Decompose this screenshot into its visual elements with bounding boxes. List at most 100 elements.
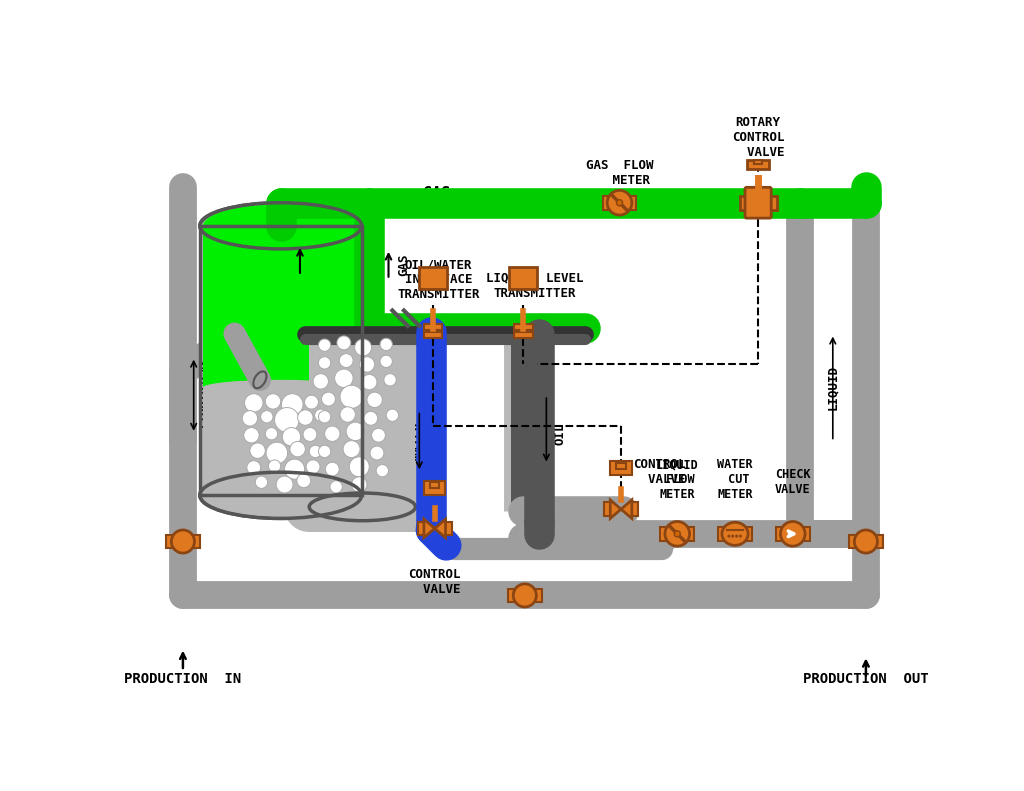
Bar [203, 225, 358, 388]
Text: LIQUID: LIQUID [826, 365, 840, 410]
Circle shape [318, 445, 331, 457]
Bar [514, 324, 532, 330]
Text: GAS: GAS [309, 249, 323, 272]
Circle shape [297, 474, 310, 487]
Bar [444, 521, 452, 536]
Circle shape [326, 462, 339, 476]
Text: LIQUID
 FLOW
METER: LIQUID FLOW METER [656, 459, 698, 501]
Circle shape [616, 199, 623, 206]
Bar [803, 527, 810, 541]
Circle shape [739, 535, 742, 538]
Bar [610, 461, 632, 475]
Bar [739, 196, 746, 210]
Circle shape [335, 369, 353, 388]
Circle shape [376, 464, 388, 477]
Text: LIQUID/GAS: LIQUID/GAS [198, 356, 210, 427]
Circle shape [250, 443, 265, 458]
Circle shape [245, 394, 263, 412]
Bar [755, 160, 762, 165]
Bar [193, 536, 200, 547]
Bar [424, 481, 445, 494]
Circle shape [359, 357, 375, 372]
Circle shape [674, 531, 680, 537]
Circle shape [318, 339, 331, 351]
Circle shape [339, 354, 353, 368]
Bar [419, 267, 447, 289]
Circle shape [274, 407, 299, 432]
Bar [687, 527, 694, 541]
Bar [630, 196, 637, 210]
Bar [776, 527, 782, 541]
Circle shape [361, 374, 377, 390]
Bar [166, 536, 173, 547]
Circle shape [266, 442, 288, 464]
Bar [849, 536, 856, 547]
Circle shape [384, 373, 396, 386]
Circle shape [731, 535, 734, 538]
Ellipse shape [854, 530, 878, 553]
Circle shape [364, 411, 378, 426]
Circle shape [276, 476, 293, 493]
Circle shape [727, 535, 730, 538]
Bar [430, 483, 439, 488]
Bar [424, 332, 442, 339]
Circle shape [298, 410, 313, 426]
Bar [616, 463, 626, 469]
Text: WATER: WATER [413, 422, 426, 460]
Bar [200, 225, 361, 495]
Bar [509, 267, 538, 289]
Circle shape [304, 396, 318, 409]
Circle shape [349, 457, 370, 477]
Circle shape [607, 191, 632, 215]
Circle shape [337, 336, 351, 350]
Text: OIL/WATER
INTERFACE
TRANSMITTER: OIL/WATER INTERFACE TRANSMITTER [397, 258, 480, 301]
Text: CONTROL
  VALVE: CONTROL VALVE [633, 458, 686, 486]
Circle shape [346, 422, 365, 441]
Circle shape [665, 521, 689, 546]
Bar [424, 324, 442, 330]
Bar [602, 196, 609, 210]
Circle shape [322, 392, 336, 406]
Bar [309, 339, 416, 505]
Circle shape [340, 385, 364, 408]
Bar [745, 527, 752, 541]
Text: GAS  FLOW
   METER: GAS FLOW METER [586, 160, 653, 187]
Circle shape [343, 441, 360, 457]
Text: GAS  →: GAS → [423, 186, 477, 201]
Circle shape [268, 460, 281, 472]
Circle shape [244, 428, 259, 443]
Bar [418, 521, 425, 536]
Ellipse shape [309, 493, 416, 520]
Bar [203, 388, 358, 495]
Bar [309, 339, 416, 505]
Ellipse shape [513, 584, 537, 607]
Text: PRODUCTION  IN: PRODUCTION IN [124, 672, 242, 686]
Circle shape [318, 411, 331, 423]
Circle shape [780, 521, 805, 546]
Bar [604, 502, 611, 516]
Text: LIQUID  LEVEL
TRANSMITTER: LIQUID LEVEL TRANSMITTER [486, 272, 584, 300]
Ellipse shape [203, 474, 358, 517]
Text: CONTROL
  VALVE: CONTROL VALVE [409, 568, 461, 596]
Circle shape [283, 428, 301, 446]
Circle shape [285, 459, 304, 479]
Circle shape [351, 477, 367, 492]
Bar [770, 196, 776, 210]
Ellipse shape [203, 204, 358, 248]
Circle shape [354, 339, 372, 356]
Circle shape [340, 407, 355, 422]
Polygon shape [424, 519, 435, 538]
Circle shape [318, 357, 331, 369]
Bar [631, 502, 638, 516]
Circle shape [330, 481, 342, 493]
Ellipse shape [203, 380, 358, 396]
Ellipse shape [200, 202, 361, 249]
Circle shape [306, 460, 319, 474]
Bar [514, 332, 532, 339]
Text: OIL: OIL [553, 422, 566, 445]
Polygon shape [621, 500, 632, 518]
Circle shape [314, 409, 327, 422]
Ellipse shape [200, 472, 361, 518]
Bar [200, 225, 361, 495]
Circle shape [370, 446, 384, 460]
